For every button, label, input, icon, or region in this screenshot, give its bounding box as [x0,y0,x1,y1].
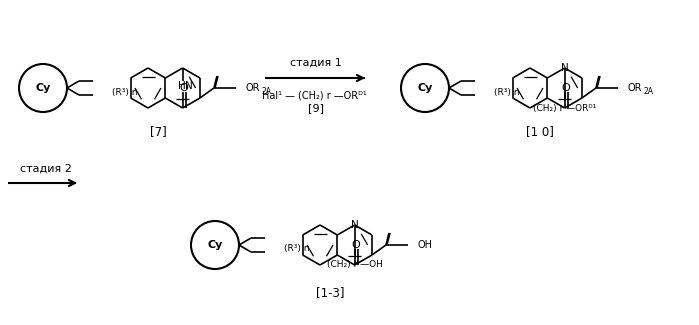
Text: стадия 1: стадия 1 [290,58,342,68]
Text: (R³) n: (R³) n [284,244,310,254]
Text: 2A: 2A [644,87,654,97]
Text: [1-3]: [1-3] [316,287,344,300]
Text: Hal¹ — (CH₂) r —ORᴰ¹: Hal¹ — (CH₂) r —ORᴰ¹ [261,90,366,100]
Text: Cy: Cy [36,83,51,93]
Text: [9]: [9] [308,103,324,113]
Text: [7]: [7] [150,125,166,138]
Text: 2A: 2A [262,87,272,97]
Text: (CH₂) r —ORᴰ¹: (CH₂) r —ORᴰ¹ [533,103,596,112]
Text: O: O [352,240,361,250]
Text: Cy: Cy [208,240,223,250]
Text: N: N [561,63,568,73]
Text: стадия 2: стадия 2 [20,164,72,174]
Text: (R³) n: (R³) n [112,87,138,97]
Text: OH: OH [418,240,433,250]
Text: OR: OR [628,83,642,93]
Text: O: O [562,83,570,93]
Text: N: N [185,81,192,91]
Text: (CH₂) r —OH: (CH₂) r —OH [326,261,382,269]
Text: Cy: Cy [417,83,433,93]
Text: O: O [180,83,189,93]
Text: [1 0]: [1 0] [526,125,554,138]
Text: (R³) n: (R³) n [494,87,519,97]
Text: OR: OR [246,83,261,93]
Text: N: N [351,220,359,230]
Text: H: H [178,81,185,91]
